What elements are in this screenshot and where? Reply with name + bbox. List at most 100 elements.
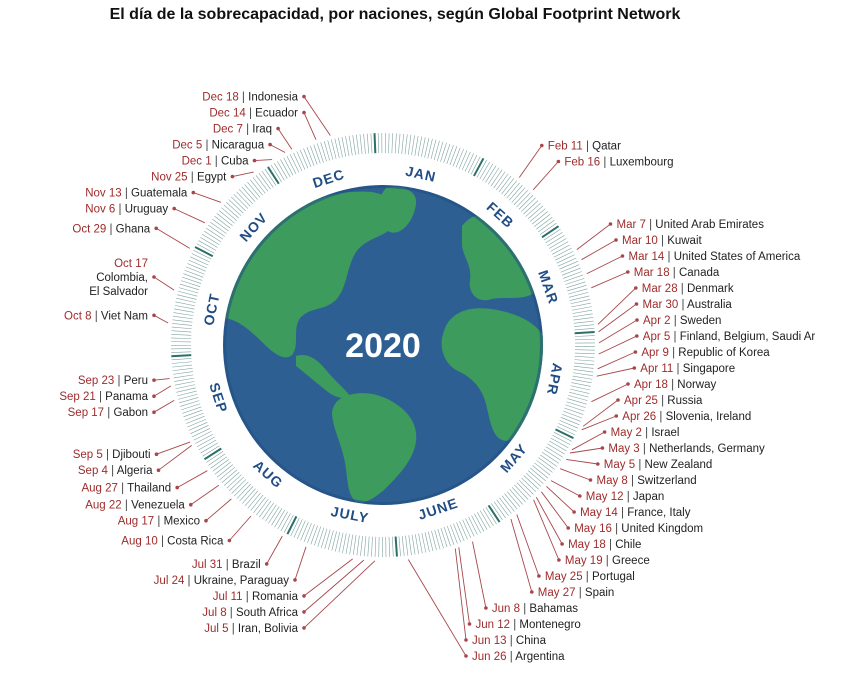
day-tick [327, 530, 334, 550]
day-tick [464, 153, 474, 172]
country-name: South Africa [236, 607, 299, 619]
day-tick [210, 456, 228, 469]
day-tick [572, 313, 593, 318]
day-tick [338, 532, 344, 553]
day-tick [256, 498, 269, 516]
day-tick [558, 423, 577, 432]
country-name: Nicaragua [212, 140, 265, 152]
leader-dot [614, 238, 618, 242]
leader-line [576, 223, 611, 250]
day-tick [178, 397, 199, 404]
country-label: Apr 18 | Norway [634, 379, 717, 391]
leader-dot [293, 578, 297, 582]
leader-line [569, 447, 603, 454]
country-name: Sweden [680, 315, 722, 327]
leader-line [586, 255, 623, 275]
day-tick [479, 161, 491, 180]
day-tick [313, 526, 322, 546]
label-separator: | [154, 516, 163, 528]
country-name: Thailand [127, 483, 171, 495]
leader-dot [154, 226, 158, 231]
day-tick [567, 285, 587, 292]
day-tick [467, 154, 478, 174]
country-label: Sep 5 | Djibouti [73, 449, 151, 461]
day-tick [568, 292, 589, 298]
leader-dot [572, 510, 576, 514]
day-tick [553, 432, 572, 442]
day-tick [203, 230, 222, 243]
day-tick [216, 464, 234, 478]
day-tick [268, 506, 280, 524]
day-tick [212, 459, 229, 472]
day-tick [174, 377, 194, 382]
day-tick [296, 151, 306, 170]
overshoot-date: Jul 11 [213, 591, 243, 603]
label-separator: | [603, 555, 612, 567]
day-tick [196, 243, 215, 254]
day-tick [477, 512, 488, 530]
day-tick [574, 328, 595, 331]
label-separator: | [118, 483, 127, 495]
day-tick [503, 180, 518, 197]
day-tick [198, 439, 217, 451]
country-name: Slovenia, Ireland [666, 411, 752, 423]
day-tick [424, 532, 430, 552]
country-name: New Zealand [645, 459, 713, 471]
leader-dot [302, 610, 306, 614]
day-tick [286, 155, 297, 174]
country-name: Peru [124, 375, 148, 387]
leader-line [582, 399, 619, 427]
country-name: Colombia, [96, 272, 148, 284]
day-tick [367, 536, 370, 557]
overshoot-date: Oct 17 [114, 258, 148, 270]
overshoot-date: Dec 18 [202, 92, 238, 104]
day-tick [394, 536, 398, 557]
day-tick [342, 533, 347, 554]
day-tick [538, 457, 555, 470]
day-tick [176, 294, 197, 300]
label-separator: | [640, 443, 649, 455]
day-tick [573, 317, 594, 321]
day-tick [179, 283, 200, 291]
day-tick [561, 267, 581, 276]
day-tick [238, 189, 253, 205]
country-label: Sep 21 | Panama [59, 391, 148, 403]
day-tick [180, 280, 201, 287]
label-separator: | [624, 491, 633, 503]
day-tick [183, 409, 203, 418]
day-tick [233, 194, 249, 209]
day-tick [547, 235, 565, 246]
day-tick [253, 496, 266, 514]
day-tick [511, 486, 526, 503]
day-tick [437, 528, 444, 549]
day-tick [241, 186, 256, 202]
day-tick [462, 519, 472, 539]
label-separator: | [188, 172, 197, 184]
day-tick [270, 164, 282, 183]
day-tick [565, 404, 585, 412]
month-label: JAN [404, 163, 438, 185]
leader-line [190, 484, 220, 506]
day-tick [214, 215, 231, 229]
day-tick [479, 510, 491, 529]
overshoot-date: Apr 26 [622, 411, 656, 423]
overshoot-date: Oct 29 [72, 223, 106, 235]
day-tick [392, 536, 394, 557]
label-separator: | [108, 465, 117, 477]
day-tick [252, 177, 266, 194]
overshoot-date: Jul 8 [202, 607, 226, 619]
day-tick [180, 400, 200, 407]
day-tick [516, 192, 531, 208]
day-tick [421, 137, 426, 157]
page-title: El día de la sobrecapacidad, por nacione… [109, 6, 681, 23]
label-separator: | [664, 251, 673, 263]
day-tick [171, 361, 192, 364]
day-tick [356, 535, 360, 556]
day-tick [417, 136, 423, 157]
day-tick [570, 299, 591, 305]
day-tick [177, 390, 197, 397]
day-tick [555, 251, 574, 261]
leader-line [229, 515, 252, 541]
day-tick [465, 518, 475, 537]
day-tick [191, 428, 211, 438]
